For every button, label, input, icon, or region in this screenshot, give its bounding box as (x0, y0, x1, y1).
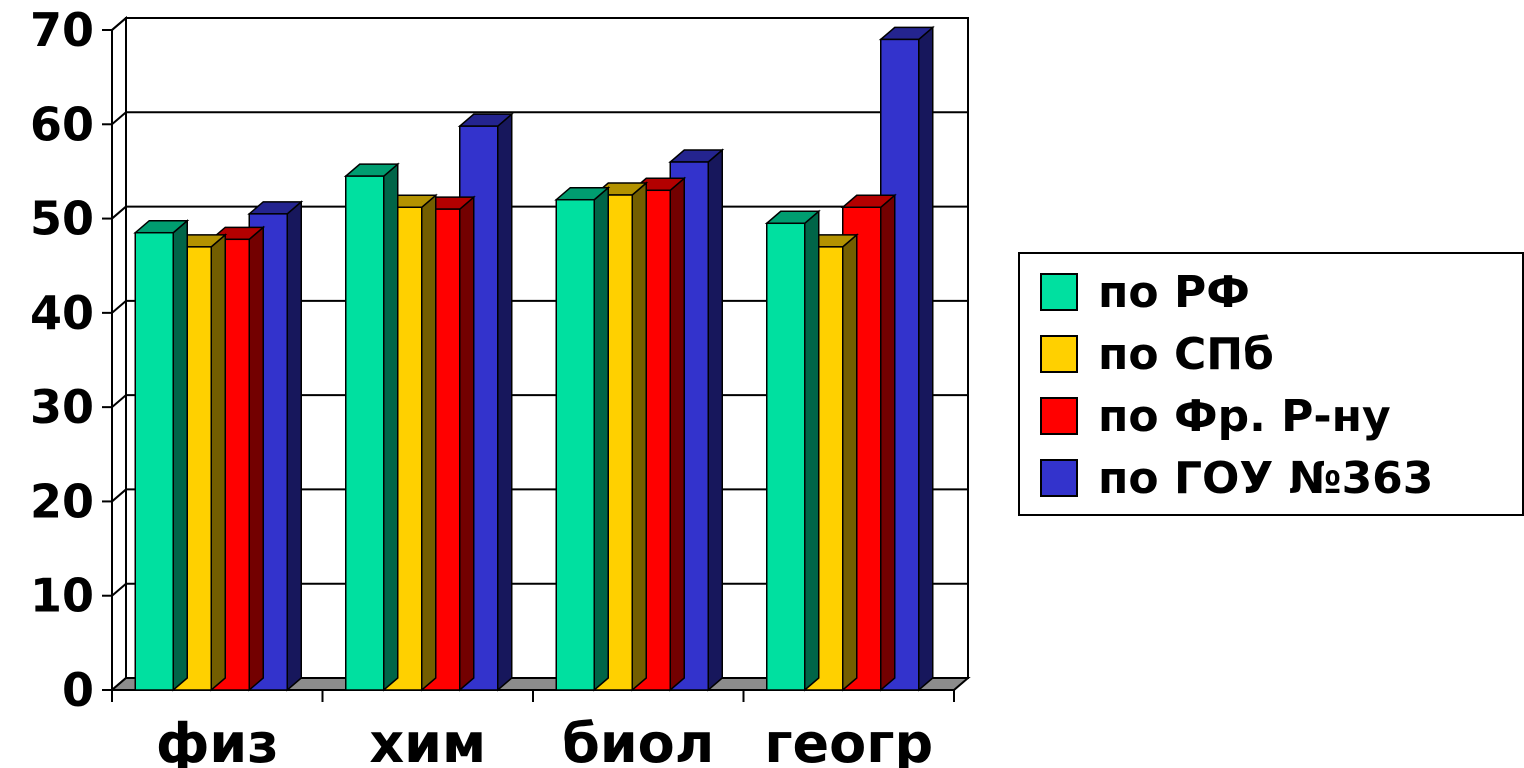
legend-label: по ГОУ №363 (1098, 452, 1434, 504)
legend: по РФ по СПб по Фр. Р-ну по ГОУ №363 (1018, 252, 1524, 516)
y-tick-label: 20 (30, 474, 94, 528)
bar-side (804, 209, 820, 692)
gridline-depth (111, 582, 127, 597)
legend-label: по Фр. Р-ну (1098, 390, 1391, 442)
legend-item: по СПб (1040, 324, 1274, 384)
x-category-label: хим (369, 712, 486, 768)
legend-item: по РФ (1040, 262, 1250, 322)
bar-side (593, 186, 609, 692)
bar (345, 175, 385, 691)
bar-side (497, 112, 513, 692)
legend-item: по ГОУ №363 (1040, 448, 1433, 508)
bar-side (918, 25, 934, 692)
legend-label: по РФ (1098, 266, 1250, 318)
axis-labels: 0 10 20 30 40 50 60 70 физ хим биол геогр (30, 3, 933, 768)
bar-side (248, 225, 264, 692)
bar-side (383, 162, 399, 692)
y-tick-label: 70 (30, 3, 94, 57)
bar-side (210, 233, 226, 692)
bar (134, 231, 174, 691)
bars (133, 25, 935, 692)
legend-swatch (1040, 397, 1078, 435)
x-category-label: биол (562, 712, 714, 768)
gridline-depth (111, 300, 127, 314)
bar-side (880, 193, 896, 692)
gridline-depth (111, 205, 127, 220)
legend-swatch (1040, 335, 1078, 373)
legend-swatch (1040, 273, 1078, 311)
bar (766, 222, 806, 691)
bar-side (421, 193, 437, 692)
gridline-depth (111, 111, 127, 126)
legend-item: по Фр. Р-ну (1040, 386, 1391, 446)
gridline-depth (111, 394, 127, 408)
x-category-label: физ (156, 712, 279, 768)
x-category-label: геогр (764, 712, 933, 768)
y-tick-label: 0 (62, 663, 94, 717)
bar-side (459, 195, 475, 692)
bar-side (842, 233, 858, 692)
y-tick-label: 10 (30, 569, 94, 623)
bar-side (707, 148, 723, 692)
bar-side (669, 176, 685, 692)
bar-side (286, 200, 302, 692)
bar-side (631, 181, 647, 692)
bar-side (172, 219, 188, 692)
y-tick-label: 60 (30, 97, 94, 151)
legend-label: по СПб (1098, 328, 1274, 380)
y-tick-label: 40 (30, 286, 94, 340)
legend-swatch (1040, 459, 1078, 497)
y-tick-label: 30 (30, 380, 94, 434)
y-tick-label: 50 (30, 192, 94, 246)
bar (555, 198, 595, 691)
gridline-depth (111, 488, 127, 503)
